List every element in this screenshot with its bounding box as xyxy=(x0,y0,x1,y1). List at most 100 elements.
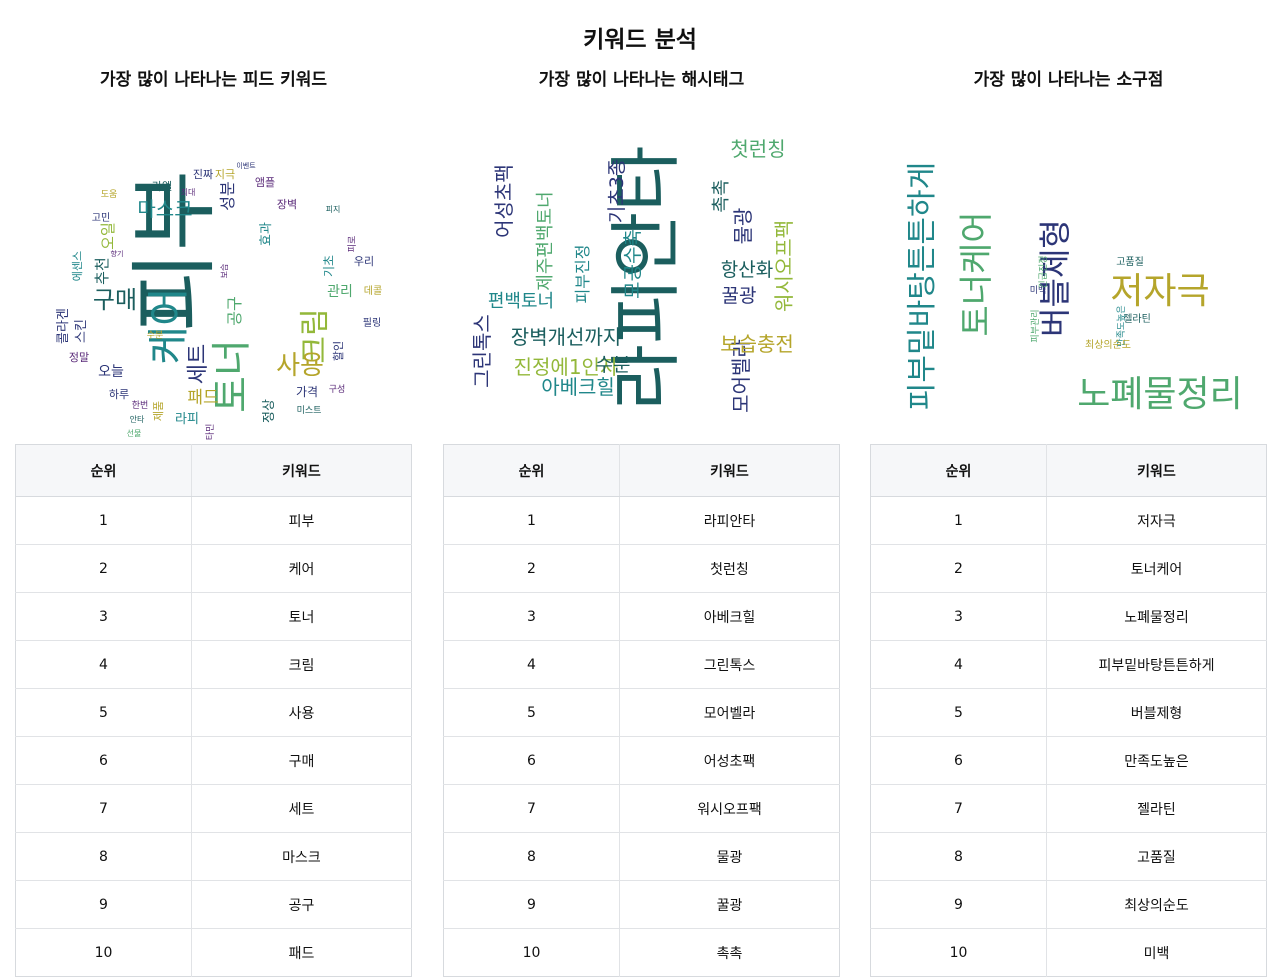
keyword-cell: 사용 xyxy=(191,688,412,737)
rank-cell: 2 xyxy=(15,544,192,593)
keyword-cell: 모어벨라 xyxy=(619,688,840,737)
keyword-cell: 아베크힐 xyxy=(619,592,840,641)
table-header-row: 순위 키워드 xyxy=(870,444,1267,497)
appeal-table: 순위 키워드 1 저자극 2 토너케어 3 노폐물정리 4 피부밑바탕튼튼하게 5 버블제… xyxy=(870,444,1267,977)
table-row: 3 토너 xyxy=(15,592,412,641)
rank-cell: 3 xyxy=(870,592,1047,641)
keyword-cell: 구매 xyxy=(191,736,412,785)
appeal-wordcloud: 저자극 토너케어 노폐물정리 피부밑바탕튼튼하게 버블제형 만족도높은 젤라틴 … xyxy=(870,96,1267,441)
rank-cell: 7 xyxy=(443,784,620,833)
cloud-word: 제품 xyxy=(152,401,165,421)
cloud-word: 스킨 xyxy=(74,319,89,343)
cloud-word: 성분 xyxy=(218,181,237,210)
cloud-word: 패드 xyxy=(187,388,218,408)
table-row: 2 케어 xyxy=(15,544,412,593)
table-row: 9 공구 xyxy=(15,880,412,929)
rank-cell: 4 xyxy=(443,640,620,689)
rank-cell: 6 xyxy=(870,736,1047,785)
cloud-word: 꿀광 xyxy=(722,285,757,307)
cloud-word: 오일 xyxy=(99,222,117,250)
cloud-word: 마스크 xyxy=(137,197,192,221)
rank-header: 순위 xyxy=(15,444,192,497)
table-row: 4 크림 xyxy=(15,640,412,689)
table-row: 8 마스크 xyxy=(15,832,412,881)
keyword-cell: 피부 xyxy=(191,496,412,545)
keyword-cell: 만족도높은 xyxy=(1046,736,1267,785)
cloud-word: 긴급진정 xyxy=(1038,255,1049,288)
cloud-word: 수분 xyxy=(596,354,631,376)
cloud-word: 에센스 xyxy=(71,251,84,281)
rank-cell: 7 xyxy=(15,784,192,833)
cloud-word: 효과 xyxy=(259,222,274,246)
cloud-word: 피부 xyxy=(123,170,226,332)
cloud-word: 라피 xyxy=(175,412,199,427)
rank-header: 순위 xyxy=(443,444,620,497)
cloud-word: 구매 xyxy=(93,286,137,314)
cloud-word: 저자극 xyxy=(1110,271,1209,312)
feed-keyword-table: 순위 키워드 1 피부 2 케어 3 토너 4 크림 5 사용 6 구매 7 세트 8 마스크 … xyxy=(15,444,412,977)
keyword-cell: 고품질 xyxy=(1046,832,1267,881)
hashtag-table: 순위 키워드 1 라피안타 2 첫런칭 3 아베크힐 4 그린톡스 5 모어벨라 6 어성초… xyxy=(443,444,840,977)
keyword-cell: 꿀광 xyxy=(619,880,840,929)
cloud-word: 보습충전 xyxy=(720,332,794,356)
table-row: 7 워시오프팩 xyxy=(443,784,840,833)
rank-header: 순위 xyxy=(870,444,1047,497)
cloud-word: 토너 xyxy=(209,339,255,413)
rank-cell: 9 xyxy=(870,880,1047,929)
keyword-cell: 마스크 xyxy=(191,832,412,881)
cloud-word: 선물 xyxy=(127,429,142,438)
rank-cell: 10 xyxy=(443,928,620,977)
cloud-word: 기초3종 xyxy=(606,159,628,224)
table-row: 8 고품질 xyxy=(870,832,1267,881)
table-row: 1 라피안타 xyxy=(443,496,840,545)
cloud-word: 기초 xyxy=(322,255,336,277)
keyword-cell: 패드 xyxy=(191,928,412,977)
cloud-word: 피지 xyxy=(326,205,341,214)
cloud-word: 모공수축 xyxy=(622,229,644,299)
cloud-word: 워시오프팩 xyxy=(772,220,796,312)
table-header-row: 순위 키워드 xyxy=(443,444,840,497)
cloud-word: 정말 xyxy=(69,351,89,364)
cloud-word: 지극 xyxy=(215,168,235,181)
cloud-word: 추천 xyxy=(93,257,111,285)
cloud-word: 편백토너 xyxy=(488,291,554,312)
cloud-word: 라피안타 xyxy=(604,146,688,411)
keyword-cell: 세트 xyxy=(191,784,412,833)
table-row: 1 저자극 xyxy=(870,496,1267,545)
table-row: 10 촉촉 xyxy=(443,928,840,977)
table-header-row: 순위 키워드 xyxy=(15,444,412,497)
cloud-word: 첫런칭 xyxy=(730,137,785,161)
rank-cell: 1 xyxy=(443,496,620,545)
rank-cell: 8 xyxy=(443,832,620,881)
table-row: 7 세트 xyxy=(15,784,412,833)
cloud-word: 진정에1인자 xyxy=(514,355,619,379)
keyword-cell: 저자극 xyxy=(1046,496,1267,545)
cloud-word: 케어 xyxy=(144,287,193,364)
keyword-header: 키워드 xyxy=(1046,444,1267,497)
hashtag-panel: 가장 많이 나타나는 해시태그 라피안타 첫런칭 아베크힐 그린톡스 모어벨라 … xyxy=(443,60,840,441)
cloud-word: 촉촉 xyxy=(711,179,732,212)
appeal-title: 가장 많이 나타나는 소구점 xyxy=(973,70,1164,90)
cloud-word: 크림 xyxy=(298,308,333,363)
cloud-word: 관리 xyxy=(327,284,353,300)
cloud-word: 세트 xyxy=(186,344,211,384)
table-row: 7 젤라틴 xyxy=(870,784,1267,833)
table-row: 5 버블제형 xyxy=(870,688,1267,737)
table-row: 6 어성초팩 xyxy=(443,736,840,785)
cloud-word: 피로 xyxy=(347,236,358,253)
cloud-word: 노폐물정리 xyxy=(1077,374,1243,415)
rank-cell: 3 xyxy=(443,592,620,641)
keyword-header: 키워드 xyxy=(619,444,840,497)
keyword-header: 키워드 xyxy=(191,444,412,497)
feed-keyword-title: 가장 많이 나타나는 피드 키워드 xyxy=(100,70,327,90)
rank-cell: 8 xyxy=(15,832,192,881)
rank-cell: 4 xyxy=(870,640,1047,689)
keyword-cell: 촉촉 xyxy=(619,928,840,977)
keyword-cell: 라피안타 xyxy=(619,496,840,545)
table-row: 5 사용 xyxy=(15,688,412,737)
cloud-word: 장벽개선까지 xyxy=(511,325,621,349)
keyword-cell: 젤라틴 xyxy=(1046,784,1267,833)
rank-cell: 5 xyxy=(870,688,1047,737)
cloud-word: 정상 xyxy=(262,399,277,423)
cloud-word: 피부밑바탕튼튼하게 xyxy=(905,162,940,410)
